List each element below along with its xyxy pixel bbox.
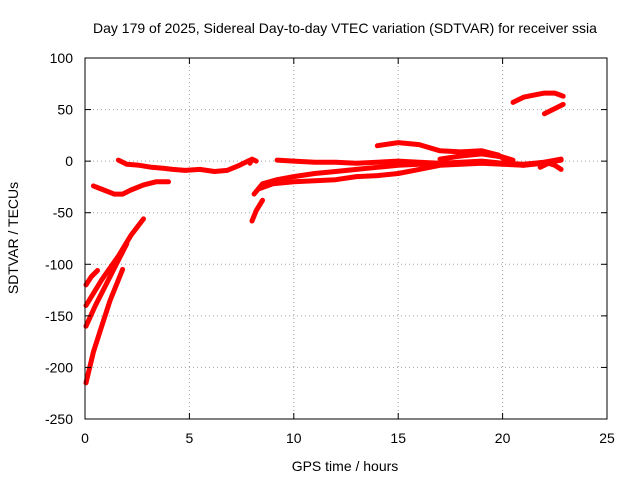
- satellite-arc-15: [510, 90, 566, 105]
- satellite-arc-8: [249, 197, 265, 224]
- satellite-arc-11: [274, 156, 564, 168]
- plot-frame: [84, 57, 608, 420]
- data-series: [83, 90, 566, 386]
- x-tick-label: 5: [186, 430, 194, 446]
- satellite-arc-13: [437, 151, 516, 163]
- x-tick-label: 15: [390, 430, 406, 446]
- y-tick-label: 50: [57, 102, 73, 118]
- satellite-arc-3: [83, 216, 146, 308]
- y-tick-label: 100: [50, 50, 74, 66]
- x-tick-label: 20: [495, 430, 511, 446]
- y-tick-label: -250: [45, 411, 73, 427]
- y-tick-label: -100: [45, 256, 73, 272]
- satellite-arc-1: [83, 266, 126, 386]
- satellite-arc-14: [537, 160, 564, 172]
- x-tick-label: 0: [81, 430, 89, 446]
- satellite-arc-6: [115, 157, 253, 174]
- satellite-arc-5: [90, 179, 171, 197]
- grid: [85, 58, 607, 419]
- x-axis-label: GPS time / hours: [292, 458, 399, 474]
- chart-title: Day 179 of 2025, Sidereal Day-to-day VTE…: [93, 20, 597, 36]
- satellite-arc-16: [541, 101, 566, 117]
- x-tick-label: 10: [286, 430, 302, 446]
- y-tick-label: 0: [65, 153, 73, 169]
- y-tick-label: -150: [45, 308, 73, 324]
- y-tick-label: -200: [45, 359, 73, 375]
- satellite-arc-7: [247, 156, 259, 166]
- axis-ticks: 0 5 10 15 20 25 100 50 0 -50 -100 -150 -200 -250: [45, 50, 615, 446]
- satellite-arc-4: [83, 268, 100, 288]
- y-axis-label: SDTVAR / TECUs: [5, 182, 21, 294]
- x-tick-label: 25: [599, 430, 615, 446]
- y-tick-label: -50: [53, 205, 73, 221]
